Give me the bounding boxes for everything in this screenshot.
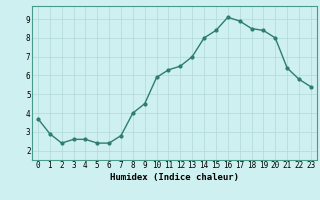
X-axis label: Humidex (Indice chaleur): Humidex (Indice chaleur) (110, 173, 239, 182)
